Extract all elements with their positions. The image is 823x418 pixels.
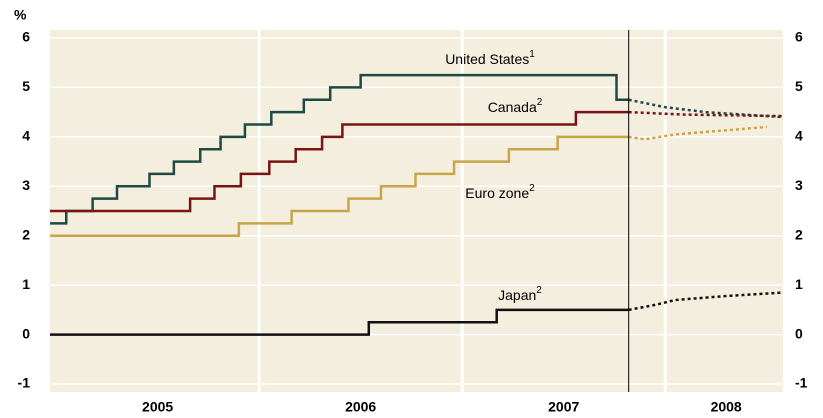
y-tick-label: 6 bbox=[22, 29, 30, 45]
series-label: United States1 bbox=[445, 49, 535, 67]
series-footnote: 2 bbox=[537, 97, 543, 108]
y-tick-label: 4 bbox=[22, 128, 30, 144]
forecast-line bbox=[628, 110, 784, 118]
series-footnote: 2 bbox=[536, 285, 542, 296]
series-name: Japan bbox=[498, 287, 536, 303]
y2-tick-label: 6 bbox=[795, 29, 803, 45]
series-label: Euro zone2 bbox=[465, 183, 535, 201]
y-tick-label: 1 bbox=[22, 276, 30, 292]
series-label: Canada2 bbox=[488, 97, 543, 115]
y2-tick-label: 5 bbox=[795, 78, 803, 94]
y-tick-label: 0 bbox=[22, 325, 30, 341]
series-line bbox=[50, 73, 629, 225]
y2-tick-label: 0 bbox=[795, 325, 803, 341]
series-line bbox=[50, 308, 629, 336]
forecast-line bbox=[628, 125, 767, 141]
y-tick-label: -1 bbox=[18, 375, 31, 391]
series-label: Japan2 bbox=[498, 285, 542, 303]
y-tick-label: 3 bbox=[22, 177, 30, 193]
x-tick-label: 2005 bbox=[142, 399, 173, 415]
y2-tick-label: 2 bbox=[795, 226, 803, 242]
y2-tick-label: 3 bbox=[795, 177, 803, 193]
y2-tick-label: -1 bbox=[795, 375, 808, 391]
y-tick-label: 5 bbox=[22, 78, 30, 94]
x-tick-label: 2006 bbox=[345, 399, 376, 415]
x-tick-label: 2008 bbox=[711, 399, 742, 415]
series-name: Euro zone bbox=[465, 185, 529, 201]
y-unit: % bbox=[14, 7, 27, 23]
x-tick-label: 2007 bbox=[548, 399, 579, 415]
y2-tick-label: 1 bbox=[795, 276, 803, 292]
series-line bbox=[50, 135, 629, 237]
series-footnote: 2 bbox=[529, 183, 535, 194]
series-footnote: 1 bbox=[529, 49, 535, 60]
y-tick-label: 2 bbox=[22, 226, 30, 242]
series-name: Canada bbox=[488, 99, 537, 115]
y2-tick-label: 4 bbox=[795, 128, 803, 144]
series-line bbox=[50, 110, 629, 213]
series-name: United States bbox=[445, 51, 529, 67]
